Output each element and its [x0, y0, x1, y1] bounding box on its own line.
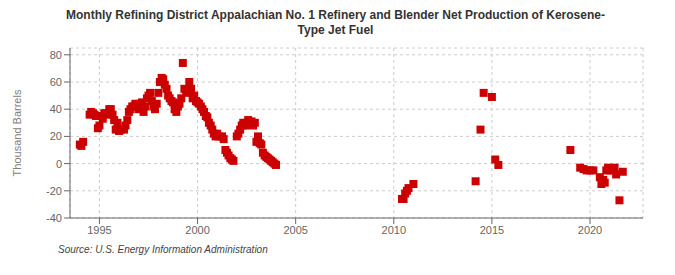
svg-text:20: 20 — [50, 130, 62, 142]
svg-text:80: 80 — [50, 49, 62, 61]
svg-text:0: 0 — [56, 158, 62, 170]
svg-text:-20: -20 — [46, 185, 62, 197]
svg-text:2005: 2005 — [283, 224, 307, 236]
svg-text:2015: 2015 — [480, 224, 504, 236]
svg-text:2010: 2010 — [382, 224, 406, 236]
svg-text:60: 60 — [50, 76, 62, 88]
svg-text:Thousand Barrels: Thousand Barrels — [11, 89, 23, 176]
html-text:Source: U.S. Energy Informatio: Source: U.S. Energy Information Administ… — [58, 244, 268, 255]
svg-text:2000: 2000 — [185, 224, 209, 236]
html-text:Type Jet Fuel: Type Jet Fuel — [297, 23, 374, 37]
svg-text:1995: 1995 — [87, 224, 111, 236]
svg-text:-40: -40 — [46, 212, 62, 224]
svg-text:2020: 2020 — [578, 224, 602, 236]
svg-text:40: 40 — [50, 103, 62, 115]
html-text:Monthly Refining District Appa: Monthly Refining District Appalachian No… — [66, 8, 605, 22]
